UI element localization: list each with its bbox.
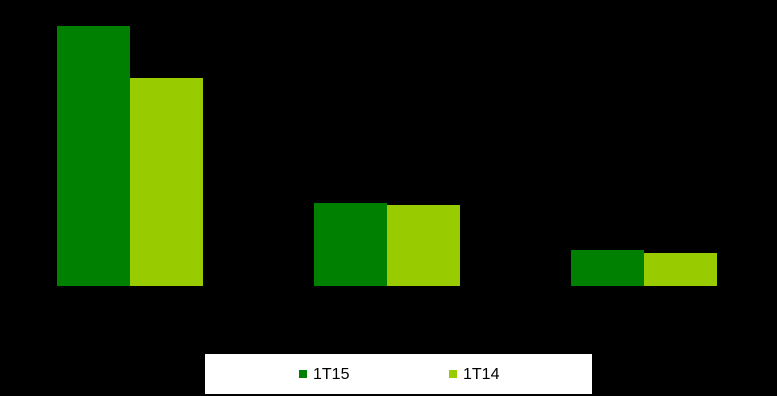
bar [571,250,644,286]
bar [57,26,130,286]
bar [130,78,203,286]
legend-label: 1T14 [463,366,500,383]
bar [314,203,387,286]
legend-swatch [299,370,307,378]
bar [644,253,717,286]
legend-swatch [449,370,457,378]
legend-label: 1T15 [313,366,350,383]
bar [387,205,460,286]
legend-box [205,354,592,394]
